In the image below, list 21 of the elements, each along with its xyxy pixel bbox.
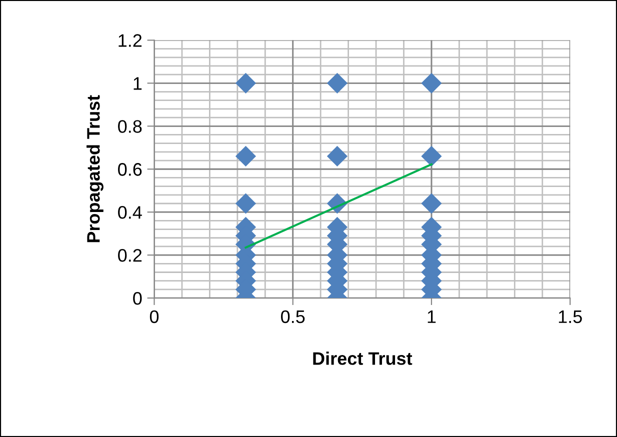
y-tick-label: 0.8 <box>118 120 142 133</box>
y-tick-label: 0.2 <box>118 248 142 262</box>
point <box>326 146 348 167</box>
y-tick-label: 0.6 <box>118 163 142 176</box>
point <box>421 193 442 214</box>
y-tick-label: 1.2 <box>118 34 142 47</box>
x-axis-title: Direct Trust <box>313 352 412 365</box>
y-axis-title: Propagated Trust <box>86 95 104 242</box>
x-tick-label: 1 <box>428 310 436 323</box>
y-tick-label: 0.4 <box>118 206 142 219</box>
point <box>326 72 348 94</box>
point <box>235 72 256 94</box>
x-tick-label: 0 <box>150 310 159 324</box>
point <box>421 146 442 167</box>
point <box>235 193 256 214</box>
y-tick-label: 1 <box>134 77 142 90</box>
y-tick-label: 0 <box>133 292 142 305</box>
x-tick-label: 1.5 <box>558 310 582 324</box>
x-tick-label: 0.5 <box>281 310 305 324</box>
point <box>235 146 256 167</box>
point <box>421 72 442 94</box>
